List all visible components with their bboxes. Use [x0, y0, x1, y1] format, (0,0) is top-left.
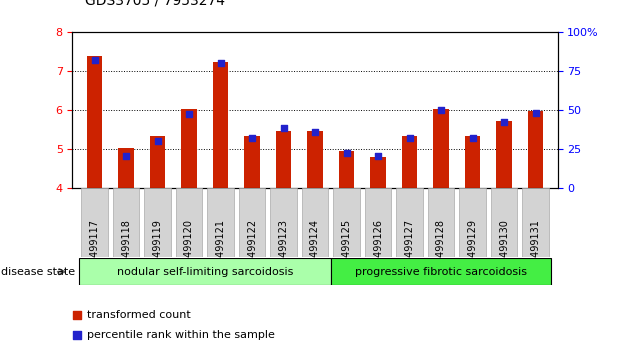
Bar — [307, 131, 323, 188]
Text: GSM499120: GSM499120 — [184, 219, 194, 278]
Point — [310, 129, 320, 135]
Bar — [181, 109, 197, 188]
Text: GSM499119: GSM499119 — [152, 219, 163, 278]
Point — [233, 217, 243, 222]
Point — [373, 154, 383, 159]
Bar — [150, 136, 165, 188]
Bar — [522, 188, 549, 257]
Bar — [113, 188, 139, 257]
Text: GSM499126: GSM499126 — [373, 219, 383, 278]
Bar — [118, 148, 134, 188]
Text: GSM499121: GSM499121 — [215, 219, 226, 278]
Bar — [528, 111, 543, 188]
Bar — [339, 151, 354, 188]
Point — [152, 138, 163, 144]
Bar — [276, 131, 291, 188]
Bar — [396, 188, 423, 257]
Bar — [465, 136, 480, 188]
Point — [233, 28, 243, 34]
Bar — [459, 188, 486, 257]
Point — [436, 107, 446, 113]
Bar — [365, 188, 391, 257]
Text: GSM499127: GSM499127 — [404, 219, 415, 278]
Point — [499, 119, 509, 125]
Point — [404, 135, 415, 141]
Bar — [270, 188, 297, 257]
Text: transformed count: transformed count — [87, 310, 191, 320]
Bar — [433, 109, 449, 188]
Bar — [331, 258, 551, 285]
Text: progressive fibrotic sarcoidosis: progressive fibrotic sarcoidosis — [355, 267, 527, 277]
Bar — [402, 136, 417, 188]
Bar — [370, 157, 386, 188]
Text: GSM499123: GSM499123 — [278, 219, 289, 278]
Bar — [302, 188, 328, 257]
Point — [89, 57, 100, 63]
Text: GSM499128: GSM499128 — [436, 219, 446, 278]
Point — [467, 135, 478, 141]
Text: GSM499124: GSM499124 — [310, 219, 320, 278]
Text: GSM499129: GSM499129 — [467, 219, 478, 278]
Bar — [87, 56, 102, 188]
Point — [184, 112, 194, 117]
Bar — [496, 121, 512, 188]
Bar — [144, 188, 171, 257]
Text: GSM499131: GSM499131 — [530, 219, 541, 278]
Text: nodular self-limiting sarcoidosis: nodular self-limiting sarcoidosis — [117, 267, 293, 277]
Bar — [79, 258, 331, 285]
Bar — [428, 188, 454, 257]
Bar — [81, 188, 108, 257]
Bar — [333, 188, 360, 257]
Bar — [176, 188, 202, 257]
Bar — [239, 188, 265, 257]
Bar — [207, 188, 234, 257]
Point — [247, 135, 257, 141]
Bar — [244, 136, 260, 188]
Text: GSM499118: GSM499118 — [121, 219, 131, 278]
Point — [530, 110, 541, 116]
Point — [341, 150, 352, 156]
Text: GSM499130: GSM499130 — [499, 219, 509, 278]
Text: GSM499117: GSM499117 — [89, 219, 100, 278]
Point — [215, 60, 226, 66]
Bar — [491, 188, 517, 257]
Bar — [213, 62, 228, 188]
Text: GDS3705 / 7953274: GDS3705 / 7953274 — [85, 0, 225, 7]
Point — [278, 126, 289, 131]
Text: percentile rank within the sample: percentile rank within the sample — [87, 330, 275, 341]
Text: GSM499125: GSM499125 — [341, 219, 352, 278]
Text: disease state: disease state — [1, 267, 75, 277]
Text: GSM499122: GSM499122 — [247, 219, 257, 278]
Point — [121, 154, 131, 159]
